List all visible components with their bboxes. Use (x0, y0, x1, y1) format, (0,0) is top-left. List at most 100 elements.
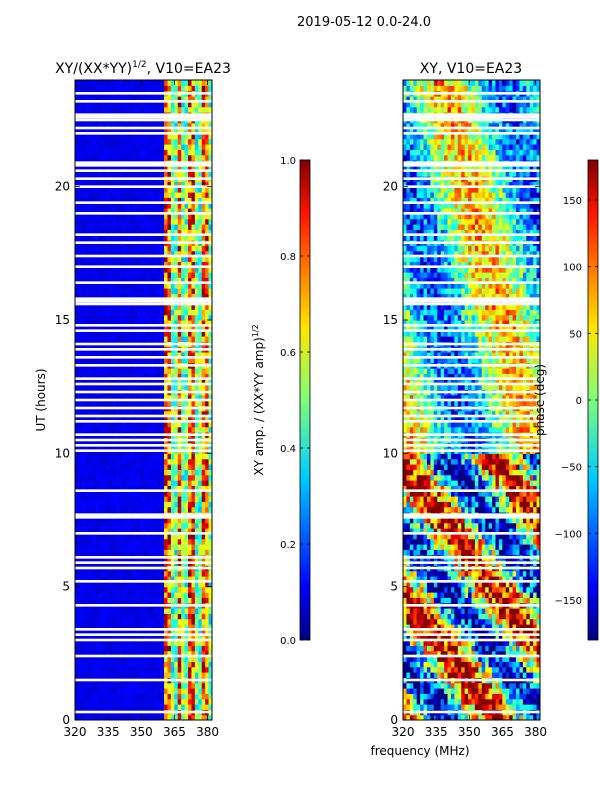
heatmap-cell (164, 538, 169, 545)
heatmap-cell (167, 378, 172, 385)
heatmap-cell (92, 373, 97, 380)
heatmap-cell (150, 613, 155, 620)
heatmap-cell (170, 293, 175, 300)
heatmap-cell (119, 282, 124, 289)
heatmap-cell (170, 416, 175, 422)
heatmap-cell (140, 656, 145, 662)
heatmap-cell (174, 224, 179, 230)
heatmap-cell (112, 549, 117, 556)
heatmap-cell (184, 613, 189, 620)
heatmap-cell (95, 96, 100, 102)
heatmap-cell (194, 624, 199, 630)
heatmap-cell (194, 282, 199, 289)
heatmap-cell (170, 352, 175, 358)
heatmap-cell (177, 96, 182, 102)
heatmap-cell (88, 634, 93, 641)
heatmap-cell (167, 608, 172, 614)
heatmap-cell (194, 570, 199, 577)
heatmap-cell (140, 106, 145, 113)
heatmap-cell (205, 592, 210, 598)
heatmap-cell (92, 410, 97, 417)
heatmap-cell (78, 202, 83, 209)
heatmap-cell (98, 400, 103, 406)
heatmap-cell (153, 496, 158, 502)
heatmap-cell (205, 373, 210, 380)
heatmap-cell (164, 528, 169, 534)
heatmap-cell (188, 368, 193, 374)
heatmap-cell (205, 714, 210, 720)
heatmap-cell (164, 181, 169, 188)
heatmap-cell (198, 501, 203, 508)
heatmap-cell (109, 213, 114, 220)
heatmap-cell (201, 485, 206, 492)
heatmap-cell (129, 197, 134, 204)
heatmap-cell (177, 693, 182, 700)
heatmap-cell (153, 336, 158, 342)
heatmap-cell (146, 416, 151, 422)
heatmap-cell (75, 650, 80, 657)
heatmap-cell (157, 458, 162, 465)
heatmap-cell (105, 592, 110, 598)
heatmap-cell (146, 698, 151, 705)
heatmap-cell (208, 538, 212, 545)
heatmap-cell (208, 202, 212, 209)
heatmap-cell (102, 245, 107, 252)
heatmap-cell (122, 629, 127, 636)
heatmap-cell (112, 192, 117, 198)
heatmap-cell (126, 282, 131, 289)
flagged-row (75, 164, 212, 167)
heatmap-cell (116, 570, 121, 577)
heatmap-cell (95, 245, 100, 252)
heatmap-cell (88, 314, 93, 321)
heatmap-cell (92, 384, 97, 390)
heatmap-cell (177, 629, 182, 636)
heatmap-cell (157, 277, 162, 284)
heatmap-cell (153, 661, 158, 668)
heatmap-cell (177, 272, 182, 278)
heatmap-cell (133, 682, 138, 689)
heatmap-cell (181, 330, 186, 337)
heatmap-cell (85, 320, 90, 326)
heatmap-cell (129, 181, 134, 188)
heatmap-cell (109, 693, 114, 700)
heatmap-cell (153, 506, 158, 513)
heatmap-cell (116, 581, 121, 588)
heatmap-cell (95, 682, 100, 689)
heatmap-cell (126, 266, 131, 273)
heatmap-cell (112, 378, 117, 385)
heatmap-cell (109, 368, 114, 374)
heatmap-cell (98, 469, 103, 476)
heatmap-cell (191, 426, 196, 433)
heatmap-cell (167, 704, 172, 710)
heatmap-cell (81, 256, 86, 262)
heatmap-cell (85, 272, 90, 278)
heatmap-cell (198, 650, 203, 657)
heatmap-cell (164, 197, 169, 204)
heatmap-cell (98, 373, 103, 380)
heatmap-cell (167, 469, 172, 476)
heatmap-cell (146, 208, 151, 214)
heatmap-cell (119, 480, 124, 486)
heatmap-cell (78, 384, 83, 390)
heatmap-cell (153, 96, 158, 102)
heatmap-cell (177, 304, 182, 310)
heatmap-cell (146, 320, 151, 326)
heatmap-cell (119, 453, 124, 460)
heatmap-cell (157, 218, 162, 225)
heatmap-cell (191, 245, 196, 252)
heatmap-cell (164, 293, 169, 300)
heatmap-cell (164, 138, 169, 145)
heatmap-cell (85, 650, 90, 657)
heatmap-cell (129, 122, 134, 129)
heatmap-cell (198, 496, 203, 502)
heatmap-cell (119, 197, 124, 204)
heatmap-cell (81, 650, 86, 657)
heatmap-cell (150, 421, 155, 428)
heatmap-cell (85, 464, 90, 470)
heatmap-cell (78, 544, 83, 550)
heatmap-cell (198, 378, 203, 385)
heatmap-cell (122, 469, 127, 476)
heatmap-cell (109, 122, 114, 129)
heatmap-cell (191, 538, 196, 545)
heatmap-cell (146, 122, 151, 129)
